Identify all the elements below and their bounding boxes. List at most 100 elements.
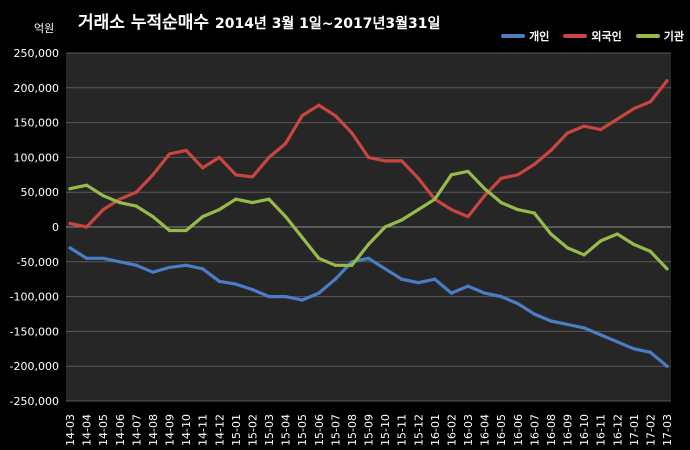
data-point	[101, 256, 105, 260]
data-point	[333, 277, 337, 281]
x-tick-label: 16-07	[528, 414, 541, 446]
data-point	[350, 131, 354, 135]
y-tick-label: 0	[52, 221, 59, 234]
legend-label-individual: 개인	[529, 30, 550, 43]
legend-swatch-individual	[501, 34, 526, 38]
data-point	[84, 225, 89, 229]
data-point	[234, 282, 238, 286]
data-point	[300, 298, 304, 302]
data-point	[665, 79, 669, 83]
x-tick-label: 17-03	[661, 414, 674, 446]
data-point	[250, 201, 255, 205]
data-point	[449, 173, 454, 177]
y-tick-label: 250,000	[14, 47, 60, 60]
x-tick-label: 16-06	[512, 414, 525, 446]
data-point	[665, 364, 669, 368]
data-point	[416, 176, 420, 180]
x-tick-label: 14-12	[213, 414, 226, 446]
x-tick-label: 16-12	[611, 414, 624, 446]
data-point	[615, 117, 619, 121]
data-point	[366, 256, 371, 260]
data-point	[134, 204, 138, 208]
y-tick-label: -100,000	[10, 291, 59, 304]
data-point	[648, 350, 653, 354]
data-point	[516, 208, 520, 212]
data-point	[68, 187, 72, 191]
data-point	[118, 260, 122, 264]
data-point	[68, 246, 72, 250]
x-tick-label: 16-05	[495, 414, 508, 446]
x-tick-label: 15-02	[246, 414, 259, 446]
x-tick-label: 15-10	[379, 414, 392, 446]
y-tick-label: 100,000	[14, 151, 60, 164]
x-tick-label: 14-03	[64, 414, 77, 446]
data-point	[234, 197, 238, 201]
data-point	[366, 155, 371, 159]
y-tick-label: 150,000	[14, 117, 60, 130]
y-tick-label: 200,000	[14, 82, 60, 95]
data-point	[482, 187, 487, 191]
x-tick-label: 16-01	[429, 414, 442, 446]
data-point	[317, 291, 321, 295]
data-point	[482, 291, 487, 295]
data-point	[101, 208, 105, 212]
y-tick-label: -150,000	[10, 325, 59, 338]
x-tick-label: 15-09	[363, 414, 376, 446]
data-point	[366, 242, 371, 246]
data-point	[184, 148, 188, 153]
data-point	[615, 232, 619, 236]
data-point	[283, 214, 288, 219]
data-point	[383, 159, 387, 163]
data-point	[549, 232, 553, 236]
data-point	[599, 127, 603, 132]
data-point	[466, 214, 470, 219]
legend-label-foreign: 외국인	[591, 30, 622, 43]
legend-item-individual: 개인	[501, 28, 549, 44]
data-point	[565, 322, 570, 327]
x-tick-label: 15-01	[230, 414, 243, 446]
data-point	[599, 239, 603, 243]
data-point	[84, 256, 89, 260]
x-tick-label: 14-05	[97, 414, 110, 446]
x-tick-label: 14-07	[130, 414, 143, 446]
data-point	[101, 194, 105, 198]
data-point	[134, 263, 138, 267]
data-point	[582, 326, 586, 330]
data-point	[532, 211, 536, 215]
data-point	[201, 267, 205, 271]
chart-title-main: 거래소 누적순매수	[78, 13, 210, 33]
x-tick-label: 15-08	[346, 414, 359, 446]
x-tick-label: 15-03	[263, 414, 276, 446]
data-point	[84, 183, 89, 187]
data-point	[632, 107, 636, 111]
data-point	[482, 194, 487, 198]
data-point	[151, 270, 155, 274]
data-point	[549, 148, 553, 153]
data-point	[433, 197, 437, 201]
data-point	[267, 295, 271, 299]
data-point	[532, 162, 536, 166]
data-point	[283, 295, 288, 299]
data-point	[184, 263, 188, 267]
x-tick-label: 17-01	[628, 414, 641, 446]
chart-title: 거래소 누적순매수 2014년 3월 1일~2017년3월31일	[78, 8, 440, 33]
data-point	[151, 173, 155, 177]
data-point	[499, 201, 503, 205]
data-point	[283, 141, 288, 146]
data-point	[565, 246, 570, 250]
data-point	[665, 267, 669, 271]
x-tick-label: 15-05	[296, 414, 309, 446]
x-tick-label: 15-04	[280, 414, 293, 446]
legend-item-foreign: 외국인	[563, 28, 622, 44]
legend-label-institution: 기관	[663, 30, 684, 43]
data-point	[167, 228, 172, 233]
x-tick-label: 16-02	[445, 414, 458, 446]
data-point	[449, 208, 454, 212]
data-point	[648, 249, 653, 253]
data-point	[632, 347, 636, 351]
data-point	[383, 225, 387, 229]
x-tick-label: 16-03	[462, 414, 475, 446]
x-tick-label: 15-06	[313, 414, 326, 446]
x-tick-label: 16-04	[479, 414, 492, 446]
